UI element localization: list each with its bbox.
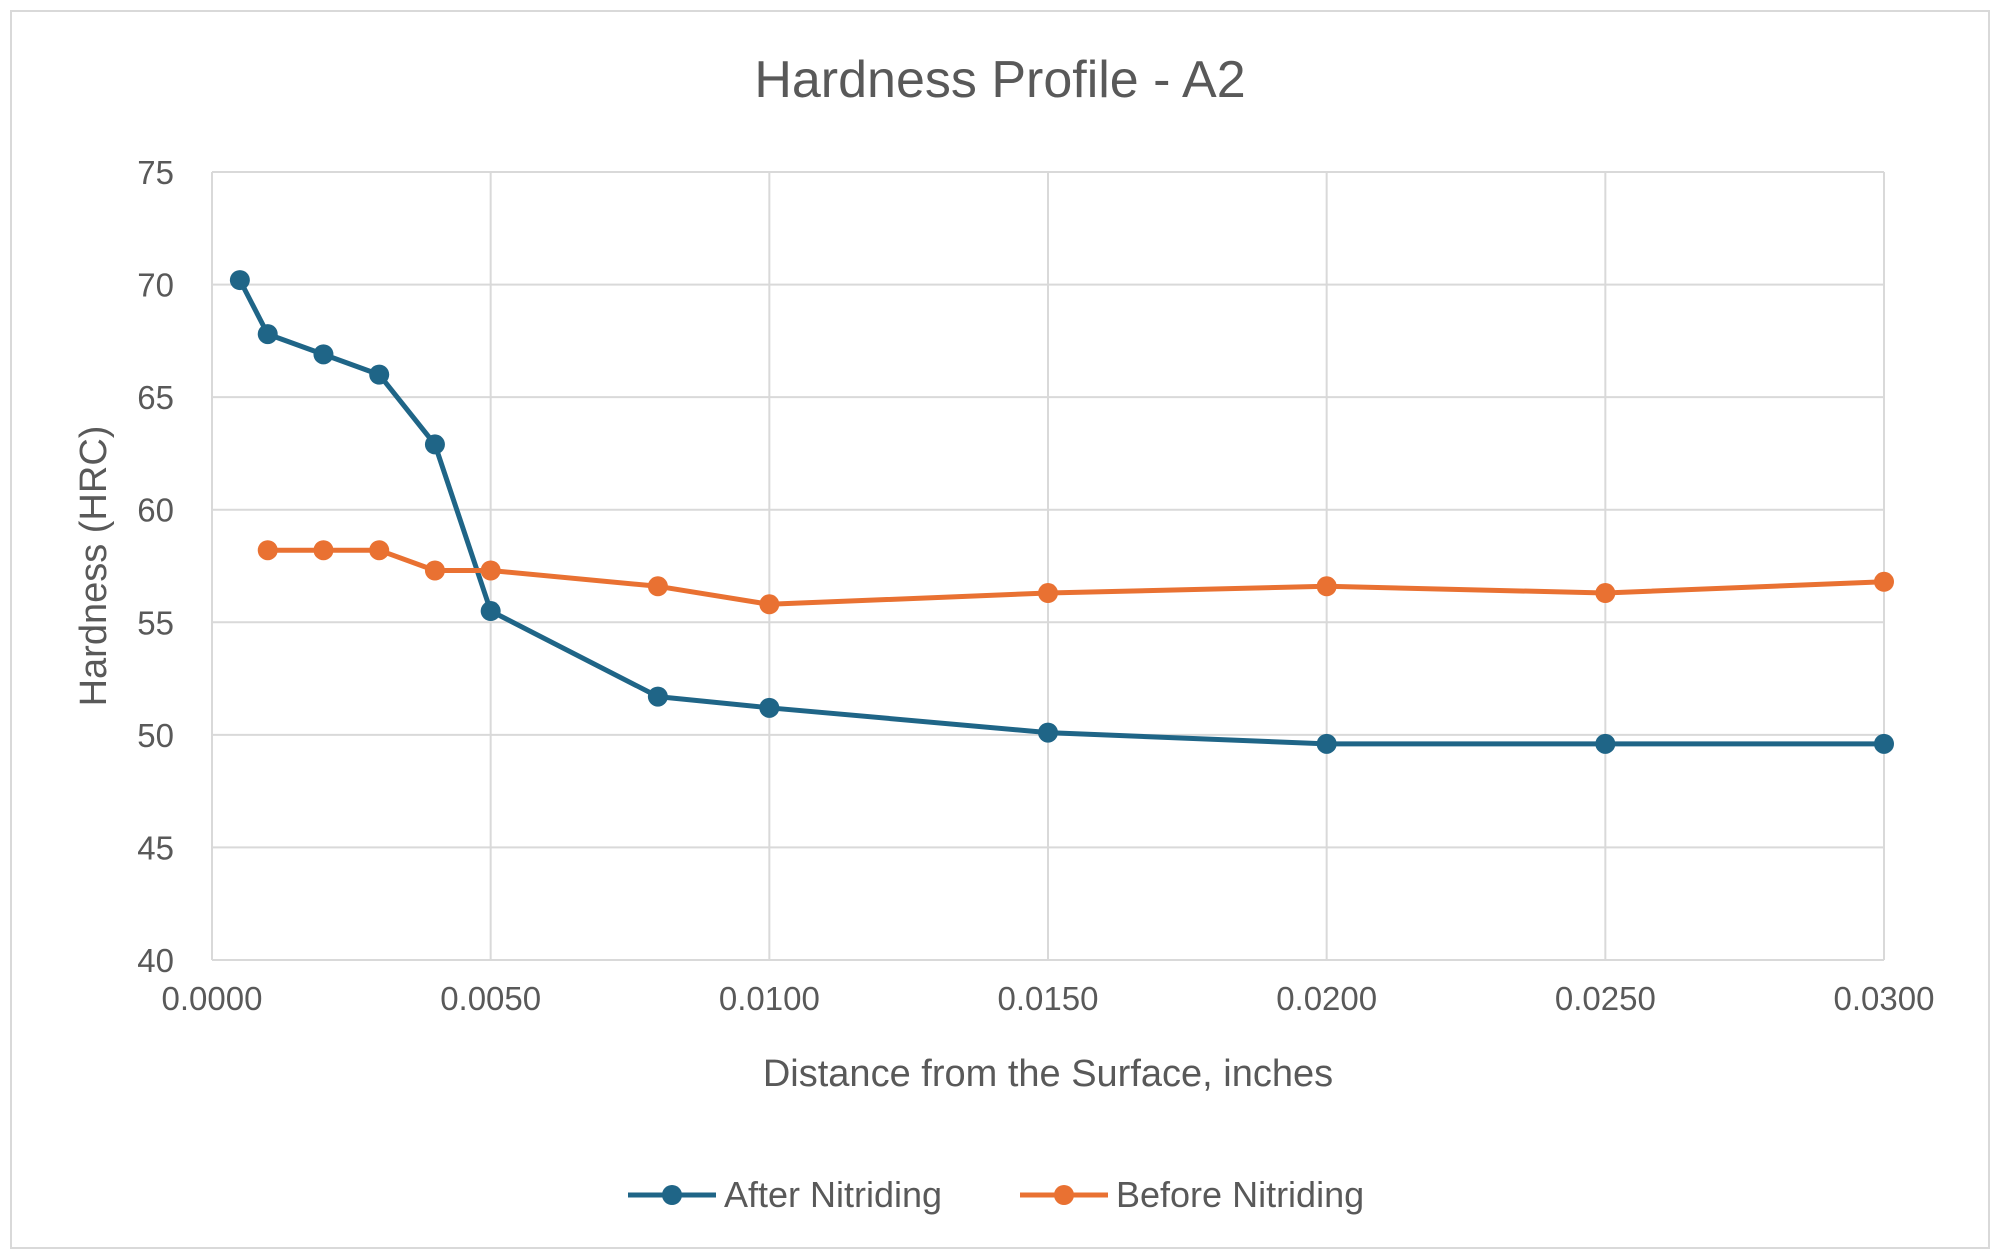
data-point [257, 324, 278, 345]
y-tick-label: 55 [137, 604, 174, 641]
data-point [1595, 733, 1616, 754]
legend-marker [1054, 1185, 1074, 1205]
data-point [1316, 733, 1337, 754]
y-tick-label: 50 [137, 717, 174, 754]
x-tick-label: 0.0050 [440, 980, 541, 1017]
data-point [313, 344, 334, 365]
data-point [480, 601, 501, 622]
series-line [237, 278, 1884, 747]
data-point [369, 540, 390, 561]
x-tick-label: 0.0100 [719, 980, 820, 1017]
data-point [480, 560, 501, 581]
y-tick-label: 60 [137, 492, 174, 529]
x-tick-label: 0.0200 [1276, 980, 1377, 1017]
x-axis-title: Distance from the Surface, inches [763, 1053, 1333, 1095]
data-point [759, 594, 780, 615]
chart-frame [10, 10, 1990, 1249]
x-tick-label: 0.0250 [1555, 980, 1656, 1017]
data-point [1038, 722, 1058, 743]
chart-title: Hardness Profile - A2 [754, 51, 1245, 109]
data-point [313, 540, 334, 561]
y-tick-label: 70 [137, 267, 174, 304]
data-point [257, 540, 278, 561]
y-tick-label: 45 [137, 829, 174, 866]
legend-label: After Nitriding [724, 1174, 942, 1215]
legend-label: Before Nitriding [1116, 1174, 1364, 1215]
data-point [1316, 576, 1337, 597]
data-point [424, 560, 445, 581]
x-tick-label: 0.0300 [1834, 980, 1935, 1017]
data-point [759, 697, 780, 718]
y-tick-label: 75 [137, 154, 174, 191]
data-point [424, 434, 445, 455]
data-series [229, 270, 1894, 754]
x-tick-label: 0.0000 [162, 980, 263, 1017]
data-point [369, 364, 390, 385]
y-axis-title: Hardness (HRC) [73, 426, 115, 707]
legend-item: Before Nitriding [1020, 1174, 1364, 1215]
x-tick-label: 0.0150 [998, 980, 1099, 1017]
x-axis-ticks: 0.0000 0.0050 0.0100 0.0150 0.0200 0.0250 0.03… [162, 980, 1935, 1017]
data-point [229, 270, 250, 291]
data-point [647, 686, 668, 707]
y-tick-label: 65 [137, 379, 174, 416]
data-point [647, 576, 668, 597]
y-tick-label: 40 [137, 942, 174, 979]
gridlines [211, 171, 1885, 961]
series-line [267, 547, 1885, 607]
data-point [1874, 571, 1894, 592]
y-axis-ticks: 40 45 50 55 60 65 70 75 [137, 154, 174, 979]
legend-marker [662, 1185, 682, 1205]
legend-item: After Nitriding [628, 1174, 942, 1215]
data-point [1874, 733, 1894, 754]
legend: After Nitriding Before Nitriding [628, 1174, 1364, 1215]
series-before-nitriding [257, 540, 1894, 615]
data-point [1595, 583, 1616, 604]
data-point [1038, 583, 1058, 604]
series-after-nitriding [229, 270, 1894, 754]
